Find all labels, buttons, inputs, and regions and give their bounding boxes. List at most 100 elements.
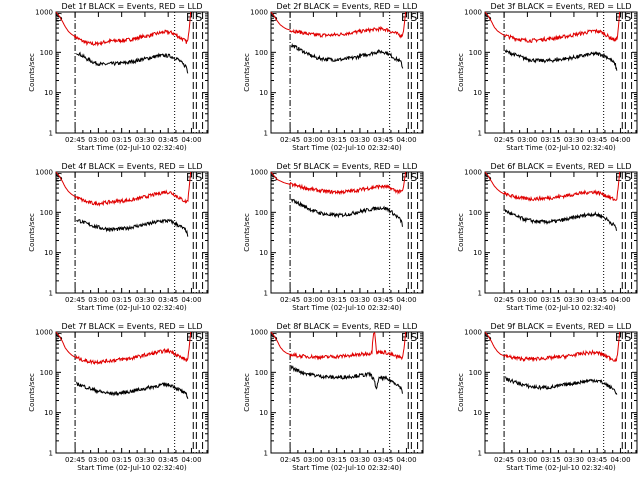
series-lld-red	[55, 11, 192, 47]
series-lld-red	[484, 11, 621, 43]
y-tick-label: 10	[473, 249, 482, 257]
x-tick-label: 04:00	[396, 136, 416, 144]
y-tick-label: 1000	[464, 169, 482, 177]
panel-det-1: Det 1f BLACK = Events, RED = LLD 1 10 100 10…	[28, 2, 209, 152]
x-axis-label: Start Time (02-Jul-10 02:32:40)	[506, 144, 616, 152]
y-axis-label: Counts/sec	[243, 53, 251, 92]
x-axis-label: Start Time (02-Jul-10 02:32:40)	[292, 464, 402, 472]
x-tick-label: 03:45	[587, 296, 607, 304]
y-tick-label: 1	[264, 130, 268, 138]
x-tick-label: 03:30	[135, 456, 155, 464]
x-tick-label: 03:15	[112, 296, 132, 304]
y-tick-label: 1000	[250, 329, 268, 337]
panel-det-3: Det 3f BLACK = Events, RED = LLD 1 10 100 10…	[457, 2, 638, 152]
x-tick-label: 03:00	[88, 456, 108, 464]
marker-label-e: E	[615, 171, 622, 184]
panel-title: Det 4f BLACK = Events, RED = LLD	[61, 162, 202, 171]
x-axis-label: Start Time (02-Jul-10 02:32:40)	[77, 464, 187, 472]
y-tick-label: 1	[49, 290, 53, 298]
y-tick-label: 100	[255, 209, 268, 217]
series-lld-red	[270, 11, 407, 39]
series-lld-red	[55, 171, 192, 207]
y-tick-label: 10	[44, 409, 53, 417]
plot-frame	[270, 11, 424, 134]
series-lld-red	[270, 331, 407, 361]
x-tick-label: 03:00	[303, 296, 323, 304]
y-tick-label: 1	[478, 290, 482, 298]
x-axis-label: Start Time (02-Jul-10 02:32:40)	[506, 464, 616, 472]
panel-title: Det 9f BLACK = Events, RED = LLD	[490, 322, 631, 331]
x-tick-label: 04:00	[396, 456, 416, 464]
x-tick-label: 04:00	[181, 296, 201, 304]
y-tick-label: 100	[469, 49, 482, 57]
x-tick-label: 02:45	[65, 136, 85, 144]
panel-det-6: Det 6f BLACK = Events, RED = LLD 1 10 100 10…	[457, 162, 638, 312]
x-tick-label: 03:00	[303, 456, 323, 464]
x-tick-label: 04:00	[610, 296, 630, 304]
plot-frame	[270, 171, 424, 294]
panel-det-2: Det 2f BLACK = Events, RED = LLD 1 10 100 10…	[243, 2, 424, 152]
y-tick-label: 100	[469, 209, 482, 217]
series-events-black	[291, 198, 403, 228]
plot-frame	[55, 11, 209, 134]
x-tick-label: 03:15	[327, 296, 347, 304]
y-tick-label: 10	[473, 89, 482, 97]
x-tick-label: 03:00	[517, 456, 537, 464]
series-events-black	[504, 376, 618, 395]
marker-label-s: S	[56, 11, 63, 24]
plot-frame	[55, 171, 209, 294]
x-tick-label: 02:45	[65, 296, 85, 304]
plot-frame	[484, 11, 638, 134]
panel-title: Det 2f BLACK = Events, RED = LLD	[276, 2, 417, 11]
y-tick-label: 10	[44, 89, 53, 97]
marker-label-e: E	[186, 171, 193, 184]
marker-label-s: S	[410, 171, 417, 184]
x-axis-label: Start Time (02-Jul-10 02:32:40)	[292, 304, 402, 312]
panel-det-4: Det 4f BLACK = Events, RED = LLD 1 10 100 10…	[28, 162, 209, 312]
y-tick-label: 1	[264, 290, 268, 298]
y-tick-label: 1	[49, 450, 53, 458]
y-tick-label: 10	[44, 249, 53, 257]
y-axis-label: Counts/sec	[243, 373, 251, 412]
marker-label-s: S	[485, 171, 492, 184]
y-tick-label: 10	[259, 409, 268, 417]
y-axis-label: Counts/sec	[243, 213, 251, 252]
series-events-black	[76, 218, 189, 237]
y-axis-label: Counts/sec	[457, 213, 465, 252]
marker-label-s: S	[56, 171, 63, 184]
x-tick-label: 03:15	[327, 136, 347, 144]
panel-title: Det 1f BLACK = Events, RED = LLD	[61, 2, 202, 11]
x-tick-label: 04:00	[181, 456, 201, 464]
x-tick-label: 03:30	[564, 456, 584, 464]
y-tick-label: 100	[40, 49, 53, 57]
y-axis-label: Counts/sec	[457, 373, 465, 412]
x-tick-label: 03:30	[564, 136, 584, 144]
x-tick-label: 03:00	[517, 296, 537, 304]
y-tick-label: 10	[259, 89, 268, 97]
x-tick-label: 03:00	[88, 136, 108, 144]
series-events-black	[290, 42, 404, 69]
y-tick-label: 1000	[464, 329, 482, 337]
marker-label-s: S	[410, 331, 417, 344]
series-lld-red	[484, 331, 621, 363]
x-tick-label: 02:45	[494, 296, 514, 304]
marker-label-s: S	[195, 171, 202, 184]
x-tick-label: 03:15	[327, 456, 347, 464]
x-tick-label: 03:00	[303, 136, 323, 144]
marker-label-s: S	[271, 11, 278, 24]
x-tick-label: 03:30	[564, 296, 584, 304]
plot-frame	[484, 331, 638, 454]
y-axis-label: Counts/sec	[28, 373, 36, 412]
plot-frame	[55, 331, 209, 454]
x-tick-label: 03:45	[158, 136, 178, 144]
panel-det-9: Det 9f BLACK = Events, RED = LLD 1 10 100 10…	[457, 322, 638, 472]
series-lld-red	[55, 331, 192, 365]
x-tick-label: 04:00	[610, 136, 630, 144]
x-tick-label: 02:45	[280, 136, 300, 144]
marker-label-s: S	[624, 11, 631, 24]
marker-label-s: S	[410, 11, 417, 24]
y-tick-label: 1000	[35, 169, 53, 177]
x-tick-label: 03:45	[373, 296, 393, 304]
marker-label-s: S	[624, 171, 631, 184]
panel-det-7: Det 7f BLACK = Events, RED = LLD 1 10 100 10…	[28, 322, 209, 472]
